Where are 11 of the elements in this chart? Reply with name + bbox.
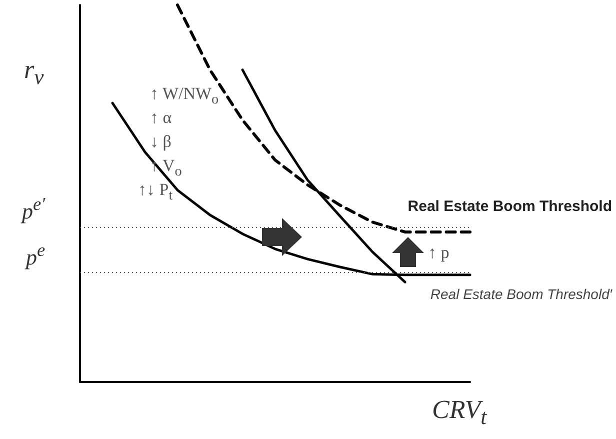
annotation: ↓ β bbox=[150, 132, 172, 152]
annotation: ↑ p bbox=[428, 243, 450, 263]
x-axis-title: CRV$_{t}$ bbox=[432, 395, 487, 430]
annotation: ↑ W/NW$_{o}$ bbox=[150, 84, 219, 108]
annotation: ↑ α bbox=[150, 108, 172, 128]
ref-line-label: Real Estate Boom Threshold′ bbox=[430, 286, 612, 302]
text: p$^{e′}$ bbox=[22, 194, 46, 224]
text: p$^{e}$ bbox=[26, 240, 46, 270]
annotation: ↑↓ P$_{t}$ bbox=[138, 180, 173, 204]
y-axis-title: r$_{v}$ bbox=[24, 55, 44, 90]
ref-line-label: Real Estate Boom Threshold bbox=[408, 198, 612, 216]
